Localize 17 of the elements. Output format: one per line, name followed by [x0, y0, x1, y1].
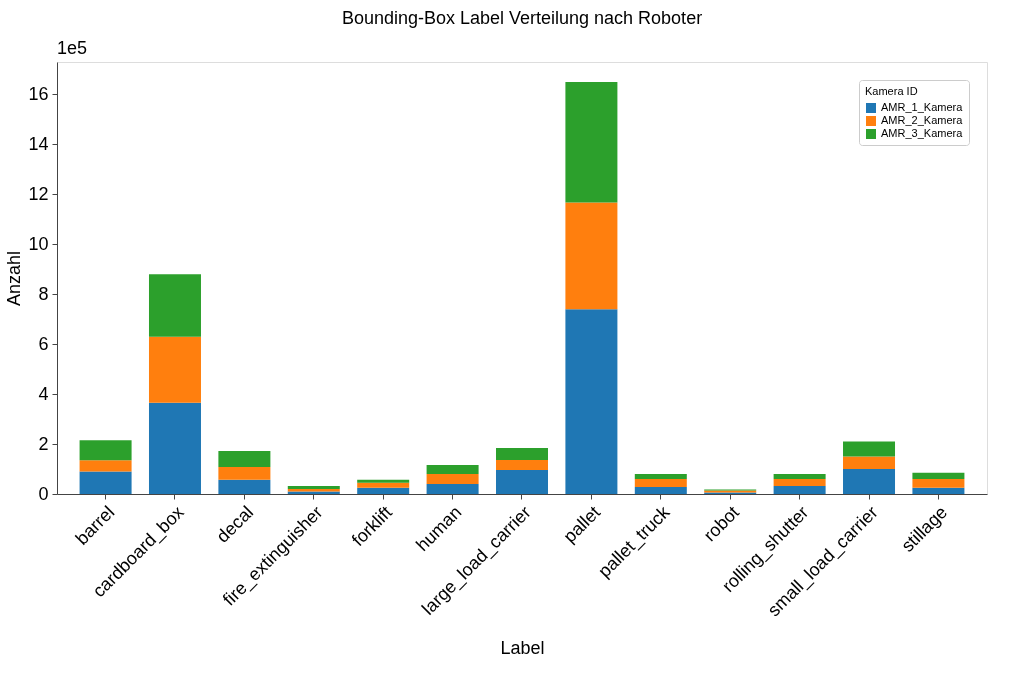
x-axis-title: Label	[500, 638, 545, 659]
y-axis-title: Anzahl	[4, 250, 25, 307]
legend-label: AMR_2_Kamera	[881, 114, 964, 126]
y-tick-label: 0	[38, 483, 49, 504]
y-tick-label: 16	[28, 83, 49, 104]
y-tick-label: 10	[28, 233, 49, 254]
legend-label: AMR_3_Kamera	[881, 127, 964, 139]
legend-label: AMR_1_Kamera	[881, 101, 964, 113]
y-tick-label: 2	[38, 433, 49, 454]
chart-title: Bounding-Box Label Verteilung nach Roboter	[341, 8, 703, 28]
y-tick-label: 12	[28, 183, 49, 204]
text: 1e5	[57, 38, 88, 58]
y-tick-label: 6	[38, 333, 49, 354]
legend-title: Kamera ID	[865, 85, 918, 97]
y-tick-label: 14	[28, 133, 49, 154]
y-tick-label: 4	[38, 383, 49, 404]
y-tick-label: 8	[38, 283, 49, 304]
